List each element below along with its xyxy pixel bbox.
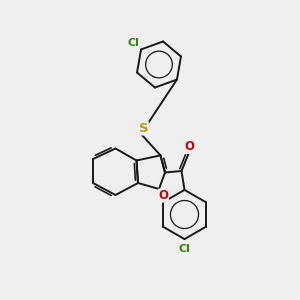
Text: Cl: Cl <box>178 244 190 254</box>
Text: O: O <box>158 189 169 202</box>
Text: O: O <box>184 140 194 154</box>
Text: S: S <box>139 122 148 135</box>
Text: Cl: Cl <box>128 38 140 48</box>
